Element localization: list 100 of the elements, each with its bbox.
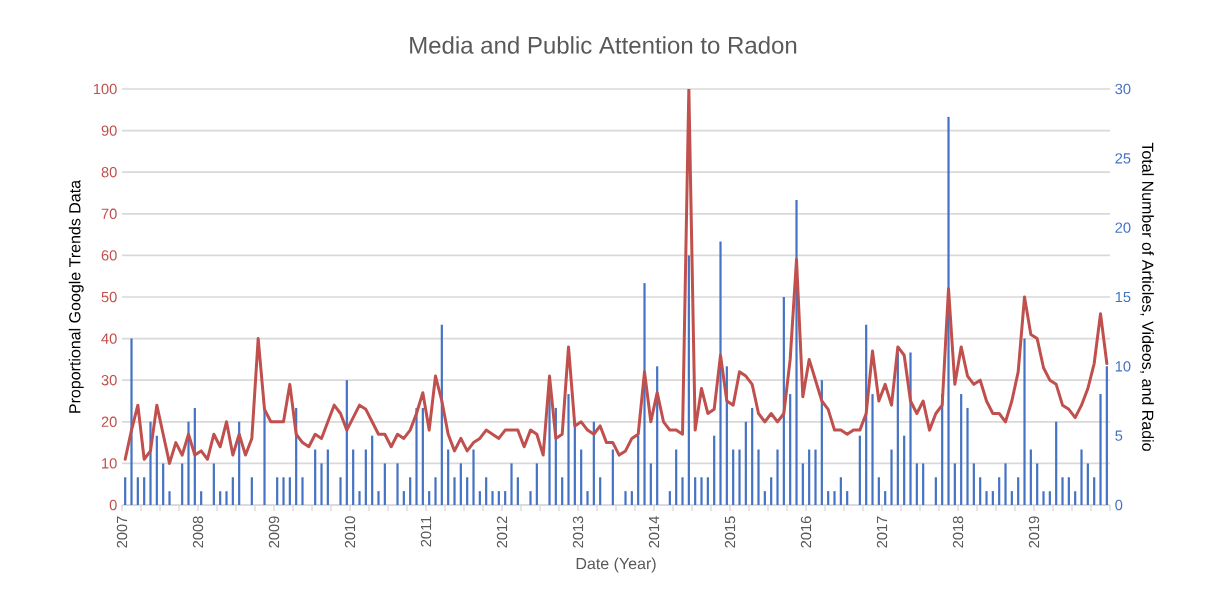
bar [364,449,367,505]
bar [637,435,640,505]
bar [339,477,342,505]
bar [1042,491,1045,505]
bar [301,477,304,505]
bar [567,394,570,505]
bar [478,491,481,505]
y2-axis-title: Total Number of Articles, Videos, and Radio [1140,142,1154,451]
bar [212,463,215,505]
bar [884,491,887,505]
bar [1067,477,1070,505]
bar [915,463,918,505]
y2-tick-label: 25 [1115,153,1131,164]
x-tick-label: 2012 [496,516,508,548]
y-tick-label: 80 [101,167,117,178]
bar [529,491,532,505]
bar [580,449,583,505]
bar [143,477,146,505]
y-tick-label: 60 [101,250,117,261]
bar [763,491,766,505]
bar [922,463,925,505]
bar [561,477,564,505]
x-tick-label: 2007 [116,516,128,548]
bar [472,449,475,505]
bar [288,477,291,505]
bar [713,435,716,505]
bar [1061,477,1064,505]
y-tick-label: 90 [101,125,117,136]
bar [890,449,893,505]
bar [516,477,519,505]
bar [181,463,184,505]
bar [352,449,355,505]
x-tick-label: 2009 [268,516,280,548]
bar [434,477,437,505]
bar [1074,491,1077,505]
bar [681,477,684,505]
bar [320,463,323,505]
bar [1023,338,1026,505]
bar [687,255,690,505]
bar [314,449,317,505]
x-axis-title: Date (Year) [576,557,656,573]
y2-tick-label: 10 [1115,361,1131,372]
bar [124,477,127,505]
chart-title: Media and Public Attention to Radon [410,36,797,54]
bar [136,477,139,505]
bar [789,394,792,505]
bar [168,491,171,505]
bar [744,421,747,505]
y2-tick-label: 15 [1115,291,1131,303]
bar [421,407,424,505]
bar [871,394,874,505]
y-tick-label: 0 [109,499,117,511]
bar [1099,394,1102,505]
bar [358,491,361,505]
x-tick-label: 2014 [648,516,660,548]
bar [808,449,811,505]
bar [719,241,722,505]
bar [732,449,735,505]
bar [972,463,975,505]
bar [231,477,234,505]
bar [839,477,842,505]
bar [706,477,709,505]
y-tick-label: 40 [101,333,117,344]
bar [1029,449,1032,505]
bar [250,477,253,505]
x-tick-label: 2013 [572,516,584,548]
bar [586,491,589,505]
bar [219,491,222,505]
bar [402,491,405,505]
bar [643,283,646,505]
bar [466,477,469,505]
bar [485,477,488,505]
bar [694,477,697,505]
bar [909,352,912,505]
x-tick-label: 2011 [420,516,432,547]
bar [1093,477,1096,505]
bar [1017,477,1020,505]
x-tick-label: 2015 [724,516,736,548]
bar [953,463,956,505]
bar [1086,463,1089,505]
bar [497,491,500,505]
bar [535,463,538,505]
bar [162,463,165,505]
bar [985,491,988,505]
bar [282,477,285,505]
bar [934,477,937,505]
bar [858,435,861,505]
bar [649,463,652,505]
x-tick-label: 2016 [800,516,812,548]
bar [447,449,450,505]
bar [1048,491,1051,505]
x-tick-label: 2010 [344,516,356,548]
bar [130,338,133,505]
bar [757,449,760,505]
bar [383,463,386,505]
x-tick-label: 2017 [876,516,888,548]
bar [776,449,779,505]
bar [491,491,494,505]
bar [770,477,773,505]
bar [459,463,462,505]
